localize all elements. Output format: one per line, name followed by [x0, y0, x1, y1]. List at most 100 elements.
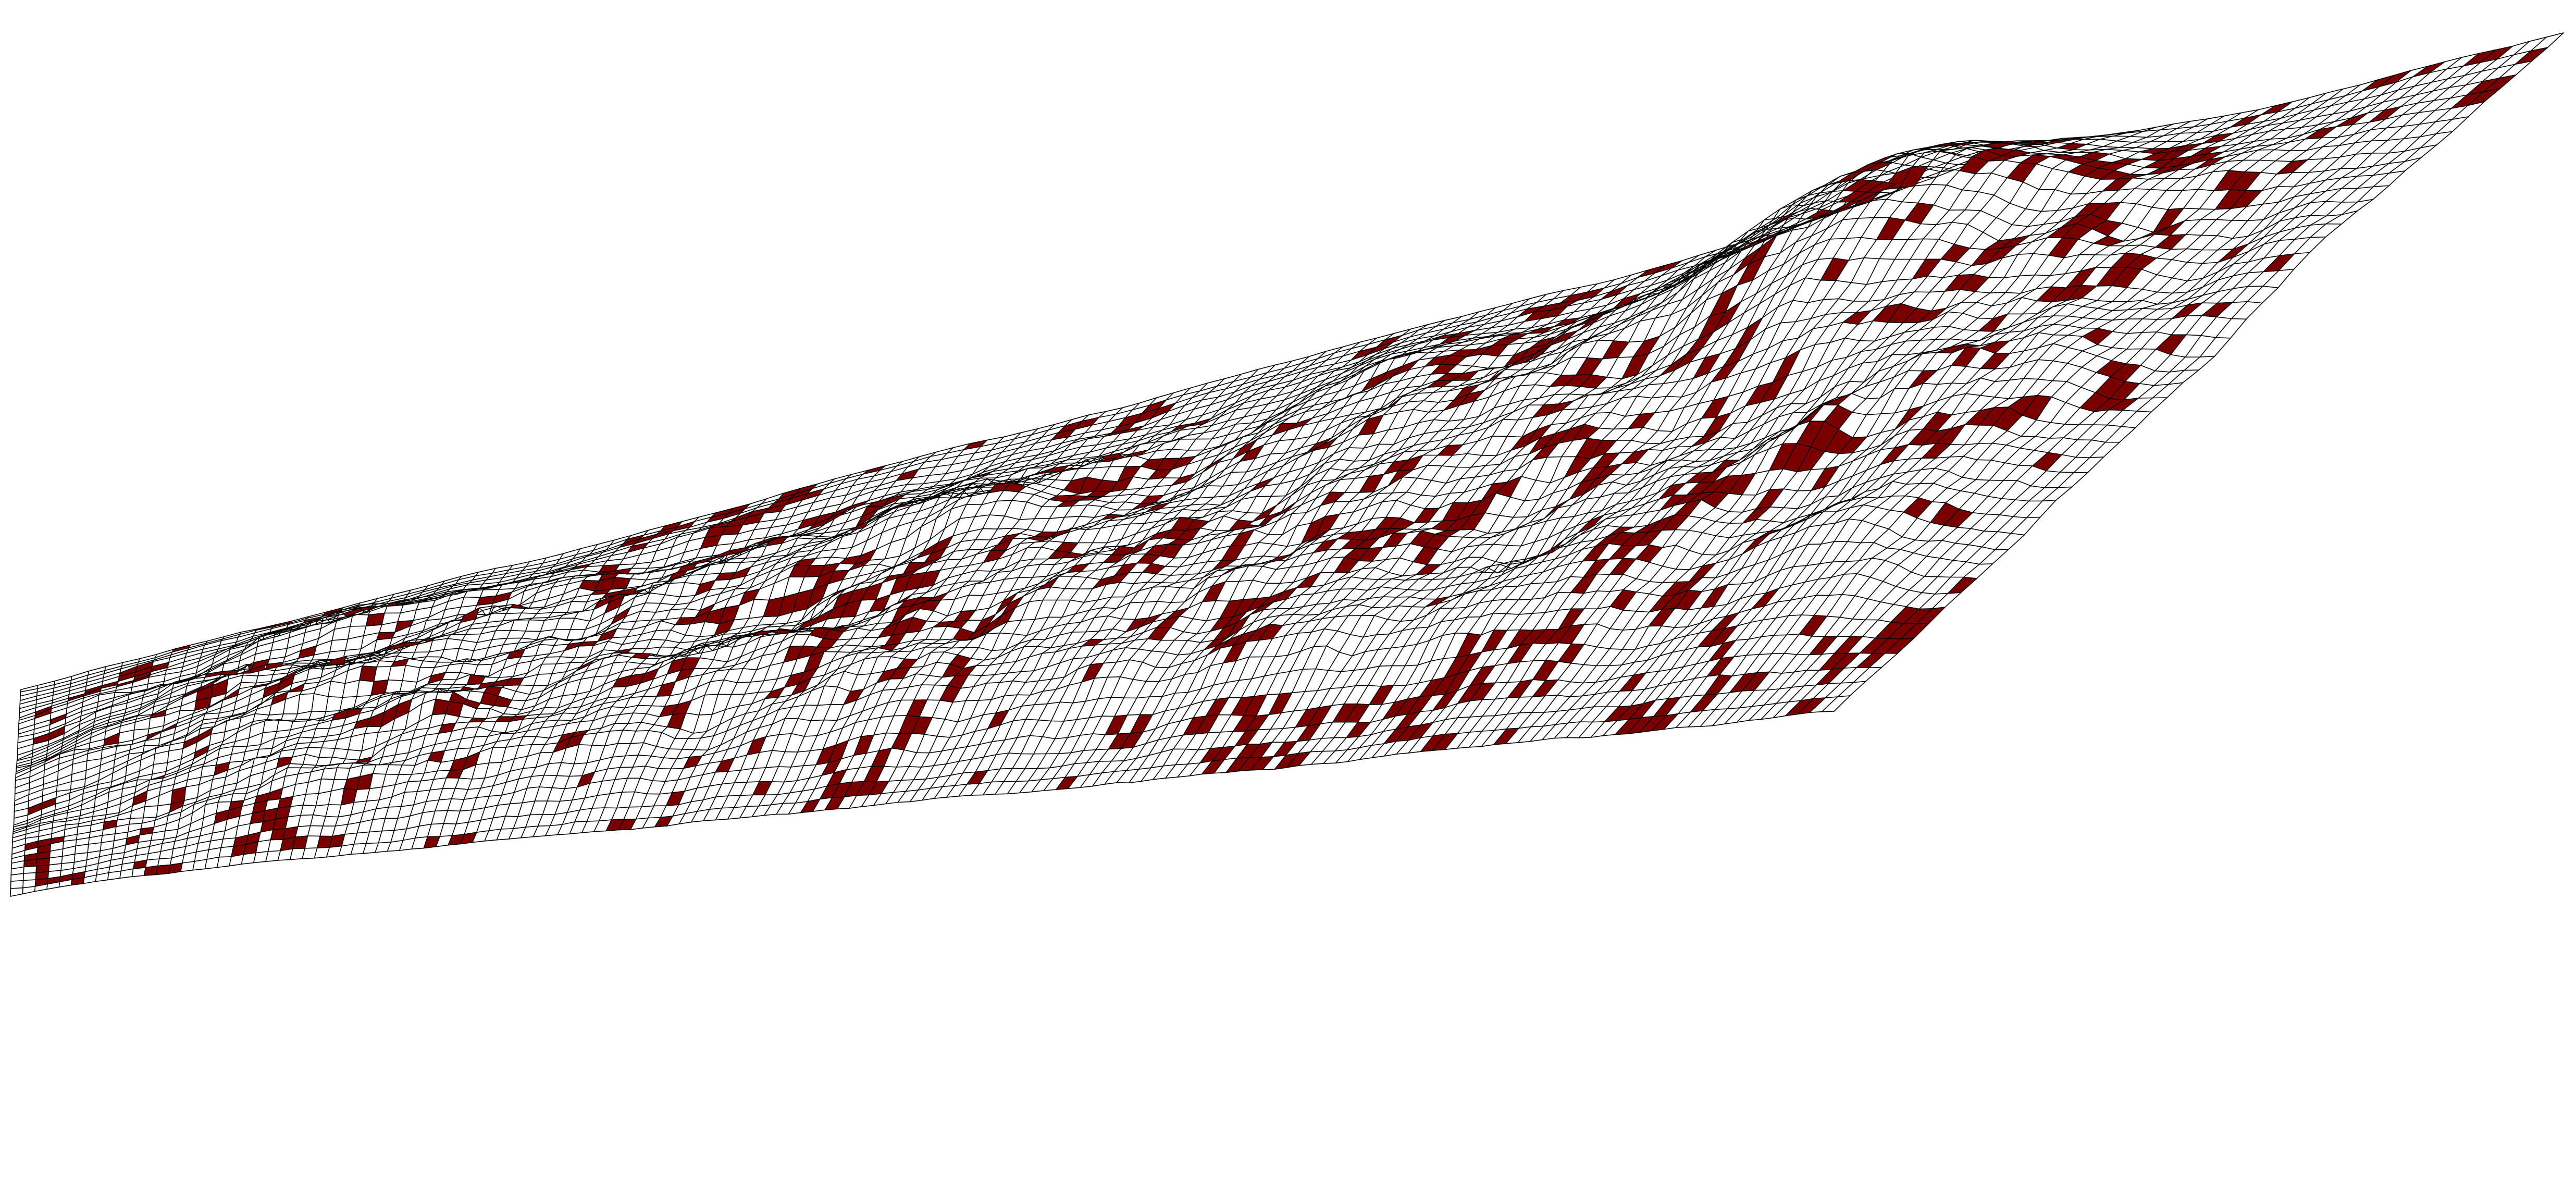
- highlighted-cell: [1654, 260, 1682, 274]
- highlighted-cell: [930, 535, 954, 554]
- mesh-line-column: [1724, 70, 2412, 724]
- highlighted-cell: [1824, 404, 1853, 430]
- highlighted-cell: [50, 836, 65, 844]
- highlighted-cell: [2218, 243, 2249, 263]
- mesh-line-column: [180, 628, 259, 872]
- mesh-line-column: [873, 378, 1225, 806]
- highlighted-cell: [1703, 412, 1732, 437]
- highlighted-cell: [2057, 143, 2087, 150]
- highlighted-cell: [1983, 142, 2013, 149]
- highlighted-cell: [1810, 465, 1840, 491]
- highlighted-cell: [493, 695, 513, 708]
- mesh-line-column: [277, 594, 394, 861]
- mesh-line-column: [1821, 36, 2547, 712]
- highlighted-cell: [1414, 508, 1440, 523]
- mesh-line-column: [1834, 32, 2564, 712]
- highlighted-cell: [1977, 313, 2009, 332]
- highlighted-cell: [1493, 727, 1520, 745]
- highlighted-cell: [1898, 166, 1929, 189]
- highlighted-cell: [1141, 399, 1168, 414]
- highlighted-cell: [1258, 624, 1284, 641]
- highlighted-cell: [828, 739, 849, 763]
- highlighted-cell: [2230, 190, 2263, 209]
- highlighted-cell: [1382, 533, 1408, 548]
- highlighted-cell: [2065, 266, 2097, 289]
- highlighted-cell: [143, 865, 158, 876]
- highlighted-cell: [1055, 541, 1079, 553]
- highlighted-cell: [265, 662, 284, 670]
- highlighted-cell: [438, 722, 456, 734]
- highlighted-cell: [365, 612, 385, 626]
- highlighted-cell: [2261, 101, 2293, 115]
- mesh-line-column: [1736, 66, 2429, 723]
- highlighted-cell: [1772, 349, 1801, 384]
- highlighted-cell: [251, 658, 270, 670]
- highlighted-cell: [1579, 374, 1608, 389]
- highlighted-cell: [1864, 162, 1893, 172]
- highlighted-cell: [1916, 307, 1948, 324]
- highlighted-cell: [356, 773, 374, 790]
- highlighted-cell: [171, 644, 191, 653]
- highlighted-cell: [1250, 416, 1276, 434]
- highlighted-cell: [714, 757, 735, 773]
- highlighted-cell: [617, 818, 637, 831]
- highlighted-cell: [631, 652, 652, 659]
- mesh-line-column: [253, 602, 361, 864]
- mesh-line-column: [1712, 75, 2395, 726]
- highlighted-cell: [193, 745, 210, 760]
- highlighted-cell: [1951, 343, 1980, 354]
- highlighted-cell: [1828, 205, 1857, 215]
- mesh-line-column: [1688, 84, 2361, 727]
- highlighted-cell: [729, 566, 752, 581]
- highlighted-cell: [267, 677, 284, 685]
- mesh-line-column: [1250, 239, 1751, 771]
- highlighted-cell: [1628, 699, 1657, 720]
- mesh-line-column: [95, 658, 140, 882]
- highlighted-cell: [1436, 444, 1464, 456]
- highlighted-cell: [1706, 656, 1735, 677]
- highlighted-cell: [2109, 381, 2140, 400]
- highlighted-cell: [460, 832, 477, 845]
- highlighted-cell: [1081, 662, 1105, 683]
- highlighted-cell: [1202, 455, 1227, 473]
- highlighted-cell: [559, 575, 579, 578]
- highlighted-cell: [896, 658, 919, 669]
- highlighted-cell: [466, 674, 486, 685]
- highlighted-cell: [1797, 697, 1827, 715]
- highlighted-cell: [48, 725, 65, 741]
- highlighted-cell: [359, 606, 379, 611]
- highlighted-cell: [390, 658, 410, 667]
- highlighted-cell: [1037, 576, 1059, 590]
- highlighted-cell: [1481, 630, 1508, 653]
- highlighted-cell: [1250, 477, 1274, 492]
- highlighted-cell: [328, 656, 346, 665]
- highlighted-cell: [1061, 552, 1085, 559]
- highlighted-cell: [394, 698, 413, 720]
- highlighted-cell: [1124, 449, 1148, 458]
- highlighted-cell: [196, 680, 215, 693]
- highlighted-cell: [1868, 153, 1898, 165]
- highlighted-cell: [323, 607, 344, 615]
- highlighted-cell: [672, 521, 696, 532]
- highlighted-cell: [1834, 636, 1864, 654]
- highlighted-cell: [1425, 596, 1450, 608]
- highlighted-cell: [1268, 692, 1293, 716]
- highlighted-cell: [598, 564, 621, 573]
- highlighted-cell: [2262, 253, 2296, 273]
- highlighted-cell: [843, 688, 865, 706]
- highlighted-cell: [1376, 335, 1403, 348]
- highlighted-cell: [30, 758, 47, 767]
- highlighted-cell: [277, 796, 294, 809]
- highlighted-cell: [1903, 497, 1933, 519]
- highlighted-cell: [427, 672, 447, 684]
- highlighted-cell: [639, 668, 660, 684]
- mesh-line-column: [168, 632, 242, 874]
- highlighted-cell: [694, 603, 716, 619]
- highlighted-cell: [214, 761, 230, 776]
- mesh-line-column: [788, 411, 1106, 815]
- highlighted-cell: [103, 732, 120, 746]
- highlighted-cell: [2193, 151, 2224, 164]
- highlighted-cell: [483, 686, 503, 697]
- mesh-line-column: [1092, 298, 1530, 787]
